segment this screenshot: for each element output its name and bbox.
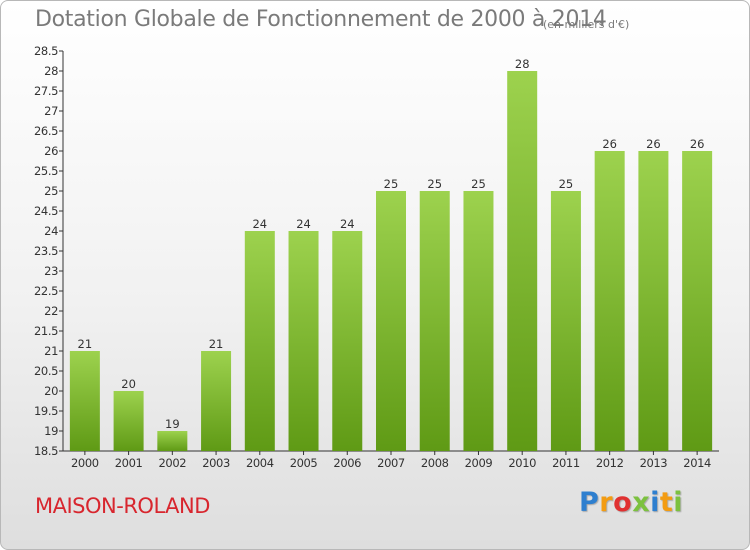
chart-title: Dotation Globale de Fonctionnement de 20… <box>35 7 607 32</box>
data-label-2004: 24 <box>252 217 267 231</box>
x-tick-label-2008: 2008 <box>421 456 449 470</box>
y-tick-label: 26 <box>44 144 58 158</box>
bar-2002 <box>157 431 188 451</box>
data-label-2012: 26 <box>602 137 617 151</box>
y-tick-label: 23 <box>44 264 58 278</box>
data-label-2013: 26 <box>646 137 661 151</box>
data-label-2007: 25 <box>384 177 399 191</box>
y-tick-label: 27.5 <box>34 84 58 98</box>
bars <box>69 71 713 451</box>
bar-2014 <box>682 151 713 451</box>
bar-2003 <box>201 351 232 451</box>
data-label-2009: 25 <box>471 177 486 191</box>
y-tick-label: 28 <box>44 64 58 78</box>
x-tick-label-2003: 2003 <box>202 456 230 470</box>
y-tick-label: 18.5 <box>34 444 58 458</box>
y-tick-label: 19.5 <box>34 404 58 418</box>
y-tick-label: 24.5 <box>34 204 58 218</box>
x-tick-label-2005: 2005 <box>290 456 318 470</box>
data-label-2006: 24 <box>340 217 355 231</box>
y-tick-label: 25.5 <box>34 164 58 178</box>
x-tick-label-2007: 2007 <box>377 456 405 470</box>
y-tick-label: 20.5 <box>34 364 58 378</box>
bar-2011 <box>550 191 581 451</box>
x-tick-label-2012: 2012 <box>596 456 624 470</box>
y-tick-label: 22.5 <box>34 284 58 298</box>
commune-name: MAISON-ROLAND <box>35 494 210 518</box>
y-tick-label: 21 <box>44 344 58 358</box>
bar-2009 <box>463 191 494 451</box>
bar-2000 <box>69 351 100 451</box>
data-label-2010: 28 <box>515 57 530 71</box>
bar-2010 <box>507 71 538 451</box>
chart-unit-label: (en milliers d'€) <box>543 18 630 31</box>
y-tick-label: 28.5 <box>34 44 58 58</box>
x-tick-label-2006: 2006 <box>333 456 361 470</box>
y-tick-label: 24 <box>44 224 58 238</box>
bar-2001 <box>113 391 144 451</box>
y-tick-label: 25 <box>44 184 58 198</box>
data-label-2008: 25 <box>427 177 442 191</box>
bar-2007 <box>376 191 406 451</box>
x-tick-label-2011: 2011 <box>552 456 580 470</box>
y-tick-label: 27 <box>44 104 58 118</box>
data-label-2005: 24 <box>296 217 311 231</box>
axes: 18.5 19 19.5 20 20.5 21 21.5 22 22.5 23 23.5 24 24.5… <box>34 44 719 470</box>
data-label-2002: 19 <box>165 417 180 431</box>
y-tick-label: 26.5 <box>34 124 58 138</box>
bar-2005 <box>288 231 319 451</box>
x-tick-label-2013: 2013 <box>640 456 668 470</box>
bar-2012 <box>594 151 625 451</box>
x-tick-label-2014: 2014 <box>683 456 711 470</box>
x-tick-label-2010: 2010 <box>508 456 536 470</box>
y-tick-label: 23.5 <box>34 244 58 258</box>
bar-2013 <box>638 151 669 451</box>
data-label-2003: 21 <box>209 337 224 351</box>
y-tick-label: 19 <box>44 424 58 438</box>
y-tick-label: 21.5 <box>34 324 58 338</box>
data-label-2001: 20 <box>121 377 136 391</box>
x-tick-label-2000: 2000 <box>71 456 99 470</box>
proxiti-logo: Proxiti <box>579 487 684 518</box>
data-label-2014: 26 <box>690 137 705 151</box>
x-tick-label-2009: 2009 <box>465 456 493 470</box>
data-label-2011: 25 <box>559 177 574 191</box>
y-tick-label: 20 <box>44 384 58 398</box>
x-tick-label-2001: 2001 <box>115 456 143 470</box>
bar-2008 <box>419 191 450 451</box>
data-label-2000: 21 <box>78 337 93 351</box>
data-labels: 21 20 19 21 24 24 24 25 25 25 28 25 26 26 26 <box>78 57 705 431</box>
x-tick-label-2004: 2004 <box>246 456 274 470</box>
bar-2004 <box>244 231 275 451</box>
x-tick-label-2002: 2002 <box>158 456 186 470</box>
bar-2006 <box>332 231 363 451</box>
y-tick-label: 22 <box>44 304 58 318</box>
